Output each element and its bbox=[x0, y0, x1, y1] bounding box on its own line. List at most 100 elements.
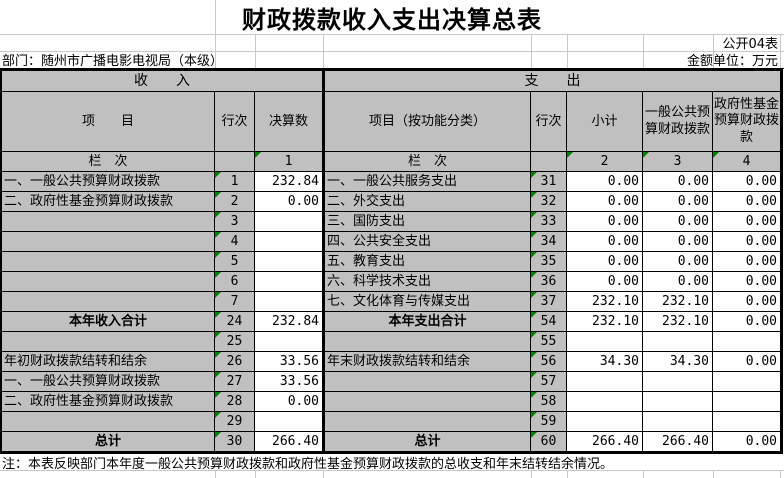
income-item-cell[interactable] bbox=[2, 212, 215, 232]
expenditure-fund-cell[interactable] bbox=[713, 392, 781, 412]
expenditure-line-cell[interactable]: 60 bbox=[531, 432, 567, 452]
income-amount-cell[interactable] bbox=[255, 232, 323, 252]
expenditure-fund-cell[interactable]: 0.00 bbox=[713, 432, 781, 452]
expenditure-line-cell[interactable]: 33 bbox=[531, 212, 567, 232]
income-item-cell[interactable]: 一、一般公共预算财政拨款 bbox=[2, 172, 215, 192]
income-amount-header[interactable]: 决算数 bbox=[255, 92, 323, 152]
expenditure-subtotal-cell[interactable] bbox=[567, 372, 643, 392]
income-amount-cell[interactable]: 0.00 bbox=[255, 392, 323, 412]
expenditure-fund-cell[interactable]: 0.00 bbox=[713, 232, 781, 252]
expenditure-fund-cell[interactable] bbox=[713, 412, 781, 432]
income-item-cell[interactable]: 一、一般公共预算财政拨款 bbox=[2, 372, 215, 392]
expenditure-line-cell[interactable]: 59 bbox=[531, 412, 567, 432]
expenditure-line-header[interactable]: 行次 bbox=[531, 92, 567, 152]
expenditure-column-number-3[interactable]: 3 bbox=[643, 152, 713, 172]
expenditure-fund-cell[interactable]: 0.00 bbox=[713, 312, 781, 332]
expenditure-section-header[interactable]: 支 出 bbox=[323, 71, 781, 92]
expenditure-general-cell[interactable] bbox=[643, 332, 713, 352]
income-amount-cell[interactable] bbox=[255, 412, 323, 432]
expenditure-line-cell[interactable]: 56 bbox=[531, 352, 567, 372]
expenditure-item-cell[interactable]: 三、国防支出 bbox=[323, 212, 531, 232]
expenditure-subtotal-cell[interactable]: 0.00 bbox=[567, 272, 643, 292]
income-line-cell[interactable]: 27 bbox=[215, 372, 255, 392]
expenditure-general-cell[interactable]: 0.00 bbox=[643, 232, 713, 252]
expenditure-general-cell[interactable]: 0.00 bbox=[643, 172, 713, 192]
income-item-cell[interactable]: 二、政府性基金预算财政拨款 bbox=[2, 392, 215, 412]
expenditure-item-cell[interactable]: 七、文化体育与传媒支出 bbox=[323, 292, 531, 312]
income-line-cell[interactable]: 5 bbox=[215, 252, 255, 272]
income-item-header[interactable]: 项 目 bbox=[2, 92, 215, 152]
income-amount-cell[interactable]: 232.84 bbox=[255, 172, 323, 192]
expenditure-item-cell[interactable] bbox=[323, 332, 531, 352]
expenditure-subtotal-cell[interactable]: 0.00 bbox=[567, 252, 643, 272]
expenditure-item-cell[interactable] bbox=[323, 392, 531, 412]
expenditure-general-cell[interactable] bbox=[643, 412, 713, 432]
income-item-cell[interactable]: 二、政府性基金预算财政拨款 bbox=[2, 192, 215, 212]
expenditure-item-cell[interactable]: 六、科学技术支出 bbox=[323, 272, 531, 292]
income-section-header[interactable]: 收 入 bbox=[2, 71, 323, 92]
expenditure-general-cell[interactable]: 0.00 bbox=[643, 212, 713, 232]
expenditure-column-index-label[interactable]: 栏 次 bbox=[323, 152, 531, 172]
income-item-cell[interactable]: 年初财政拨款结转和结余 bbox=[2, 352, 215, 372]
expenditure-item-cell[interactable]: 总计 bbox=[323, 432, 531, 452]
income-item-cell[interactable]: 总计 bbox=[2, 432, 215, 452]
expenditure-item-cell[interactable]: 二、外交支出 bbox=[323, 192, 531, 212]
expenditure-fund-cell[interactable]: 0.00 bbox=[713, 172, 781, 192]
income-amount-cell[interactable] bbox=[255, 332, 323, 352]
income-line-cell[interactable]: 1 bbox=[215, 172, 255, 192]
expenditure-general-cell[interactable]: 0.00 bbox=[643, 252, 713, 272]
expenditure-line-cell[interactable]: 34 bbox=[531, 232, 567, 252]
expenditure-subtotal-cell[interactable] bbox=[567, 412, 643, 432]
expenditure-line-cell[interactable]: 55 bbox=[531, 332, 567, 352]
income-line-header[interactable]: 行次 bbox=[215, 92, 255, 152]
expenditure-item-cell[interactable]: 一、一般公共服务支出 bbox=[323, 172, 531, 192]
expenditure-fund-cell[interactable] bbox=[713, 332, 781, 352]
expenditure-item-cell[interactable] bbox=[323, 412, 531, 432]
expenditure-subtotal-cell[interactable] bbox=[567, 392, 643, 412]
income-amount-cell[interactable] bbox=[255, 292, 323, 312]
expenditure-fund-header[interactable]: 政府性基金预算财政拨款 bbox=[713, 92, 781, 152]
expenditure-fund-cell[interactable]: 0.00 bbox=[713, 352, 781, 372]
income-line-cell[interactable]: 25 bbox=[215, 332, 255, 352]
expenditure-general-cell[interactable]: 0.00 bbox=[643, 192, 713, 212]
expenditure-fund-cell[interactable]: 0.00 bbox=[713, 192, 781, 212]
income-line-cell[interactable]: 2 bbox=[215, 192, 255, 212]
expenditure-column-number-4[interactable]: 4 bbox=[713, 152, 781, 172]
expenditure-item-cell[interactable] bbox=[323, 372, 531, 392]
expenditure-subtotal-header[interactable]: 小计 bbox=[567, 92, 643, 152]
expenditure-fund-cell[interactable]: 0.00 bbox=[713, 212, 781, 232]
expenditure-subtotal-cell[interactable]: 34.30 bbox=[567, 352, 643, 372]
expenditure-item-cell[interactable]: 五、教育支出 bbox=[323, 252, 531, 272]
income-amount-cell[interactable]: 0.00 bbox=[255, 192, 323, 212]
income-line-cell[interactable]: 4 bbox=[215, 232, 255, 252]
income-amount-cell[interactable] bbox=[255, 212, 323, 232]
income-line-cell[interactable]: 26 bbox=[215, 352, 255, 372]
income-line-cell[interactable]: 7 bbox=[215, 292, 255, 312]
expenditure-subtotal-cell[interactable] bbox=[567, 332, 643, 352]
expenditure-general-cell[interactable]: 0.00 bbox=[643, 272, 713, 292]
expenditure-general-cell[interactable]: 232.10 bbox=[643, 312, 713, 332]
income-amount-cell[interactable]: 33.56 bbox=[255, 372, 323, 392]
income-line-cell[interactable]: 30 bbox=[215, 432, 255, 452]
income-line-cell[interactable]: 29 bbox=[215, 412, 255, 432]
income-amount-cell[interactable]: 232.84 bbox=[255, 312, 323, 332]
expenditure-item-cell[interactable]: 本年支出合计 bbox=[323, 312, 531, 332]
expenditure-fund-cell[interactable]: 0.00 bbox=[713, 272, 781, 292]
expenditure-general-cell[interactable] bbox=[643, 392, 713, 412]
income-column-index-blank[interactable] bbox=[215, 152, 255, 172]
expenditure-subtotal-cell[interactable]: 0.00 bbox=[567, 232, 643, 252]
income-amount-cell[interactable] bbox=[255, 252, 323, 272]
expenditure-item-cell[interactable]: 四、公共安全支出 bbox=[323, 232, 531, 252]
expenditure-subtotal-cell[interactable]: 266.40 bbox=[567, 432, 643, 452]
expenditure-general-header[interactable]: 一般公共预算财政拨款 bbox=[643, 92, 713, 152]
income-item-cell[interactable]: 本年收入合计 bbox=[2, 312, 215, 332]
expenditure-subtotal-cell[interactable]: 232.10 bbox=[567, 292, 643, 312]
income-item-cell[interactable] bbox=[2, 412, 215, 432]
expenditure-item-header[interactable]: 项目（按功能分类） bbox=[323, 92, 531, 152]
expenditure-subtotal-cell[interactable]: 0.00 bbox=[567, 212, 643, 232]
expenditure-general-cell[interactable]: 266.40 bbox=[643, 432, 713, 452]
income-item-cell[interactable] bbox=[2, 252, 215, 272]
expenditure-fund-cell[interactable]: 0.00 bbox=[713, 252, 781, 272]
expenditure-line-cell[interactable]: 32 bbox=[531, 192, 567, 212]
income-column-index-label[interactable]: 栏 次 bbox=[2, 152, 215, 172]
